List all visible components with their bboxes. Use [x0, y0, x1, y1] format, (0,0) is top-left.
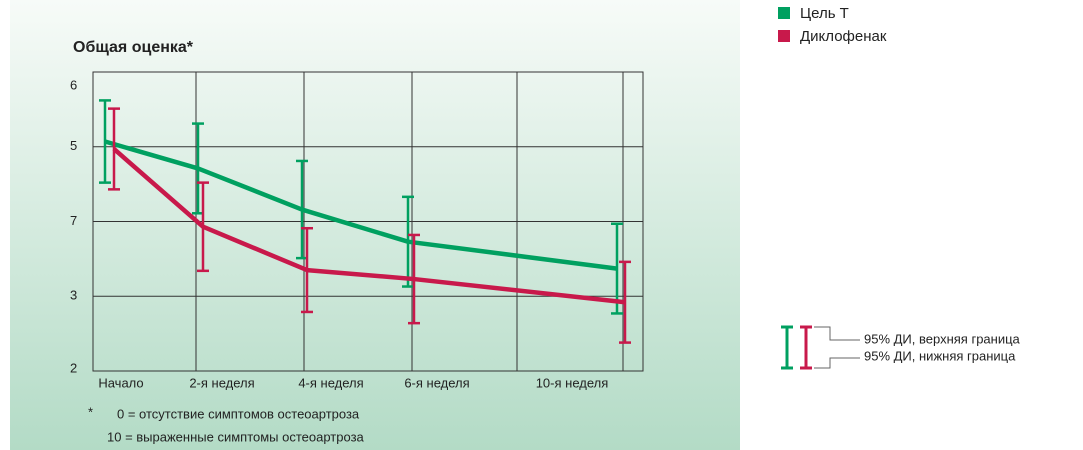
error-bar — [619, 260, 631, 344]
footnote-line: 10 = выраженные симптомы остеоартроза — [107, 429, 365, 444]
x-tick-label: Начало — [98, 375, 143, 390]
footnote-line: 0 = отсутствие симптомов остеоартроза — [117, 406, 360, 421]
error-bar — [197, 181, 209, 273]
error-key-lower: 95% ДИ, нижняя граница — [864, 348, 1016, 363]
y-tick-label: 7 — [70, 213, 77, 228]
footnote-marker: * — [88, 404, 93, 419]
y-tick-label: 5 — [70, 138, 77, 153]
error-key-icon — [781, 325, 860, 370]
error-bar — [108, 107, 120, 191]
error-bar — [301, 226, 313, 314]
legend-swatch — [778, 7, 790, 19]
y-tick-label: 6 — [70, 77, 77, 92]
error-bar — [402, 195, 414, 288]
y-tick-label: 3 — [70, 288, 77, 303]
legend-swatch — [778, 30, 790, 42]
error-key-upper: 95% ДИ, верхняя граница — [864, 331, 1021, 346]
x-tick-label: 4-я неделя — [298, 375, 363, 390]
legend-label: Цель Т — [800, 5, 849, 22]
error-bar — [99, 99, 111, 184]
x-tick-label: 2-я неделя — [189, 375, 254, 390]
legend-label: Диклофенак — [800, 28, 887, 45]
chart-title: Общая оценка* — [73, 39, 194, 56]
x-tick-label: 6-я неделя — [404, 375, 469, 390]
error-bar — [611, 222, 623, 315]
x-tick-label: 10-я неделя — [536, 375, 609, 390]
y-tick-label: 2 — [70, 360, 77, 375]
error-bar — [408, 233, 420, 325]
panel — [10, 0, 740, 450]
